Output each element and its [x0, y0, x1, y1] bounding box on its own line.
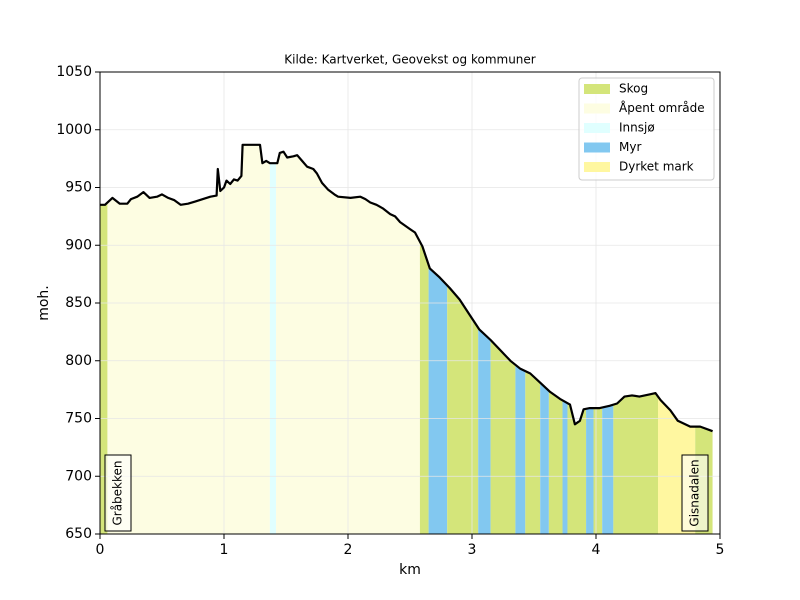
- cover-segment: [428, 264, 448, 534]
- cover-segment: [540, 382, 549, 534]
- legend-swatch: [584, 103, 610, 114]
- annotation-box: [681, 454, 709, 532]
- x-axis-label: km: [399, 562, 421, 578]
- y-tick-label: 1000: [56, 122, 92, 138]
- x-tick-label: 0: [96, 542, 105, 558]
- cover-segment: [515, 364, 526, 534]
- x-tick-label: 3: [468, 542, 477, 558]
- x-tick-label: 2: [344, 542, 353, 558]
- annotation: Gisnadalen: [688, 459, 702, 526]
- cover-segment: [419, 241, 429, 534]
- legend-label: Skog: [619, 82, 648, 96]
- chart-title: Kilde: Kartverket, Geovekst og kommuner: [284, 53, 536, 67]
- y-tick-label: 650: [65, 526, 92, 542]
- y-tick-label: 1050: [56, 64, 92, 80]
- legend-swatch: [584, 162, 610, 172]
- y-tick-label: 800: [65, 353, 92, 369]
- legend-label: Innsjø: [619, 121, 655, 135]
- legend-label: Åpent område: [619, 100, 705, 115]
- annotation-box: [104, 454, 132, 532]
- y-tick-label: 850: [65, 295, 92, 311]
- y-tick-label: 950: [65, 180, 92, 196]
- cover-segment: [548, 390, 563, 534]
- legend-swatch: [584, 123, 610, 133]
- cover-segment: [562, 400, 568, 534]
- x-tick-label: 5: [716, 542, 725, 558]
- cover-segment: [107, 144, 270, 534]
- y-tick-label: 750: [65, 411, 92, 427]
- cover-segment: [269, 163, 277, 534]
- cover-segment: [490, 339, 516, 534]
- annotation: Gråbekken: [111, 460, 125, 525]
- y-axis-label: moh.: [36, 285, 52, 321]
- cover-segment: [478, 327, 491, 534]
- cover-segment: [613, 393, 658, 534]
- cover-segment: [586, 408, 594, 534]
- cover-segment: [602, 404, 614, 534]
- legend-box: [578, 77, 715, 181]
- legend-label: Myr: [619, 140, 641, 154]
- cover-segment: [525, 371, 541, 534]
- cover-segment: [100, 202, 108, 534]
- cover-segment: [447, 285, 479, 534]
- legend-swatch: [584, 84, 610, 94]
- y-tick-label: 900: [65, 237, 92, 253]
- legend-label: Dyrket mark: [619, 160, 694, 174]
- x-tick-label: 1: [220, 542, 229, 558]
- x-tick-label: 4: [592, 542, 601, 558]
- elevation-line: [100, 143, 713, 433]
- cover-segment: [593, 407, 603, 534]
- plot-frame: [99, 71, 721, 535]
- legend-swatch: [584, 142, 610, 153]
- y-tick-label: 700: [65, 468, 92, 484]
- cover-segment: [567, 403, 587, 534]
